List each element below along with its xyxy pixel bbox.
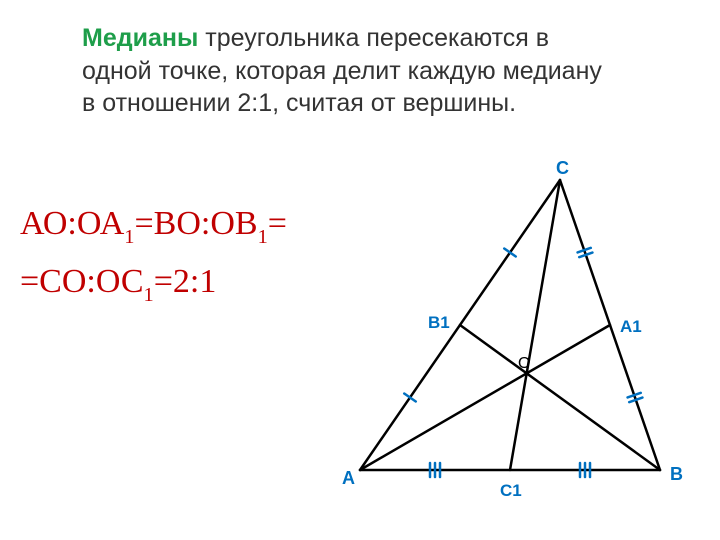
label-O: О: [518, 355, 530, 372]
label-A1: А1: [620, 317, 642, 336]
ratio-line-1: АО:ОА1=ВО:ОВ1=: [20, 195, 287, 253]
label-B1: В1: [428, 313, 450, 332]
label-A: А: [342, 468, 355, 488]
theorem-lead: Медианы: [82, 24, 198, 52]
label-C1: С1: [500, 481, 522, 500]
label-C: С: [556, 160, 569, 178]
median-A: [360, 325, 610, 470]
theorem-text: Медианы треугольника пересекаются в одно…: [82, 22, 622, 120]
median-C: [510, 180, 560, 470]
ratio-expression: АО:ОА1=ВО:ОВ1= =СО:ОС1=2:1: [20, 195, 287, 312]
tick: [404, 394, 416, 402]
triangle-medians-figure: А В С А1 В1 С1 О: [320, 160, 700, 530]
label-B: В: [670, 464, 683, 484]
tick: [504, 249, 516, 257]
ratio-line-2: =СО:ОС1=2:1: [20, 253, 287, 311]
